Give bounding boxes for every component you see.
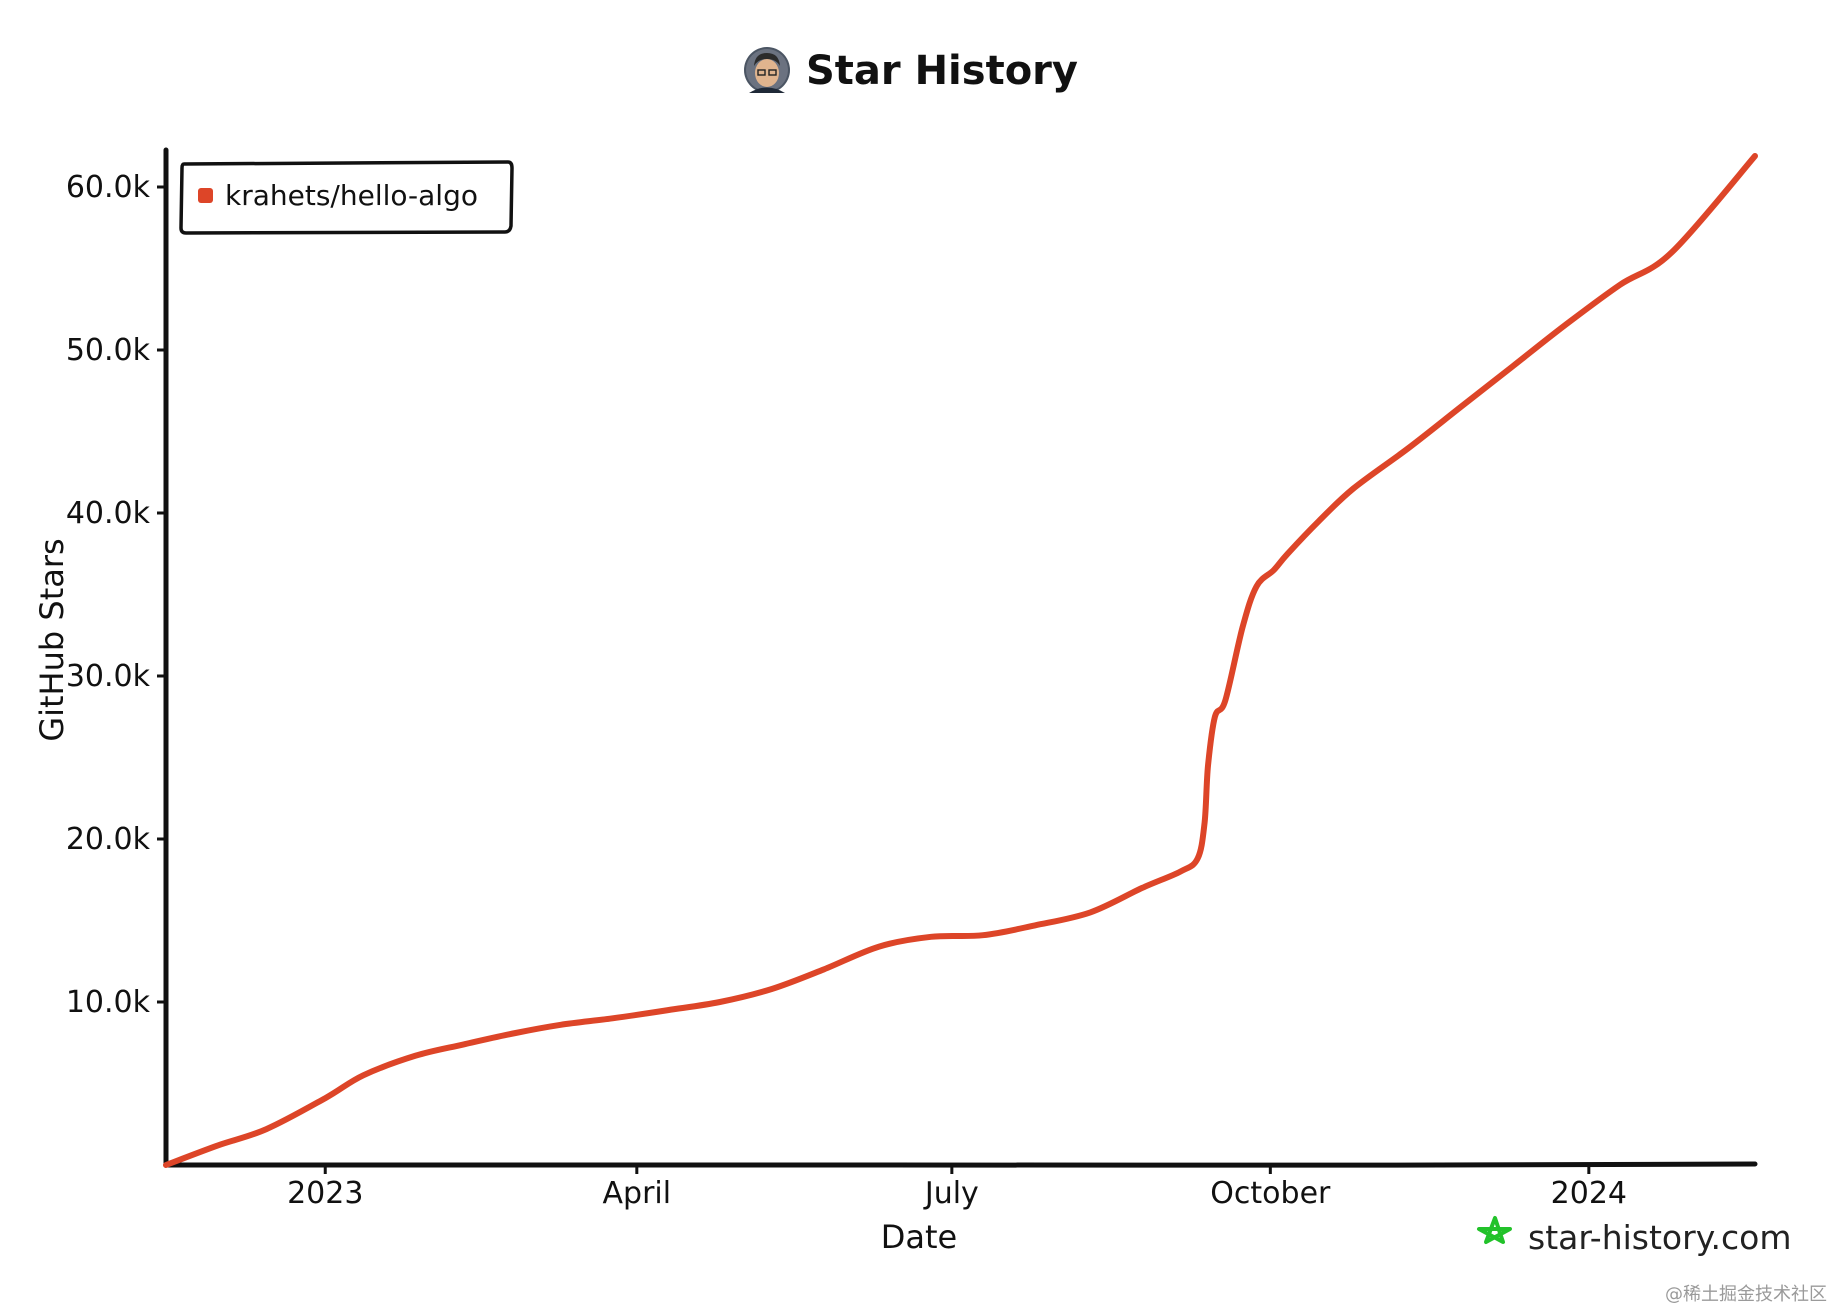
- avatar-shirt: [749, 87, 785, 93]
- x-tick-label: July: [923, 1176, 979, 1211]
- avatar-hair: [754, 53, 780, 66]
- series-line-krahets-hello-algo: [163, 153, 1758, 1168]
- avatar-glasses-left: [757, 69, 766, 76]
- star-outline-icon: [1477, 1216, 1512, 1244]
- y-tick-label: 20.0k: [66, 822, 151, 857]
- avatar-face: [755, 59, 779, 87]
- x-axis-title: Date: [881, 1218, 957, 1256]
- y-axis-line: [163, 147, 170, 1168]
- brand: star-history.com: [1477, 1216, 1791, 1257]
- plot-area: 10.0k 20.0k 30.0k 40.0k 50.0k 60.0k 2023 April…: [66, 147, 1758, 1211]
- x-tick-label: 2024: [1551, 1176, 1627, 1211]
- legend-label: krahets/hello-algo: [225, 179, 478, 212]
- y-tick-label: 60.0k: [66, 170, 151, 205]
- legend-swatch: [198, 188, 213, 203]
- avatar-glasses-right: [768, 69, 777, 76]
- y-axis-title: GitHub Stars: [33, 538, 71, 741]
- y-axis-ticks: 10.0k 20.0k 30.0k 40.0k 50.0k 60.0k: [66, 170, 166, 1020]
- brand-text: star-history.com: [1528, 1218, 1791, 1257]
- y-tick-label: 50.0k: [66, 333, 151, 368]
- x-axis-ticks: 2023 April July October 2024: [287, 1165, 1627, 1211]
- x-tick-label: April: [603, 1176, 672, 1211]
- x-tick-label: 2023: [287, 1176, 363, 1211]
- avatar-icon: [744, 47, 790, 93]
- x-tick-label: October: [1210, 1176, 1331, 1211]
- watermark-text: @稀土掘金技术社区: [1665, 1284, 1827, 1305]
- chart-header: Star History: [744, 47, 1078, 94]
- y-tick-label: 10.0k: [66, 985, 151, 1020]
- legend: krahets/hello-algo: [179, 160, 514, 235]
- y-tick-label: 40.0k: [66, 496, 151, 531]
- legend-box: [179, 160, 514, 235]
- chart-title: Star History: [806, 48, 1078, 94]
- y-tick-label: 30.0k: [66, 659, 151, 694]
- x-axis-line: [163, 1161, 1758, 1168]
